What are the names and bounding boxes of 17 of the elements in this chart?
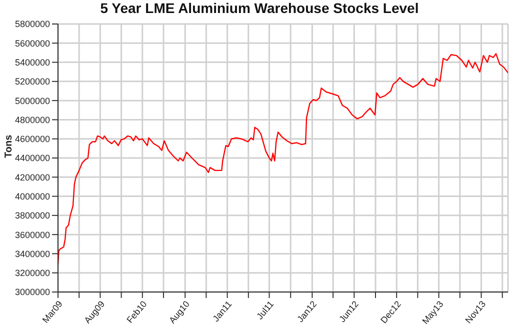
y-tick-label: 5800000 (14, 19, 50, 30)
y-tick-label: 4800000 (14, 114, 50, 125)
y-tick-label: 3400000 (14, 248, 50, 259)
y-tick-label: 5600000 (14, 38, 50, 48)
y-tick-label: 3000000 (14, 287, 50, 298)
y-tick-label: 3600000 (14, 230, 50, 240)
y-tick-label: 4000000 (14, 191, 50, 202)
y-tick-label: 4200000 (14, 172, 50, 182)
y-tick-label: 3200000 (14, 268, 50, 278)
y-tick-label: 4600000 (14, 134, 50, 144)
chart-title: 5 Year LME Aluminium Warehouse Stocks Level (99, 0, 420, 16)
y-tick-label: 5400000 (14, 57, 50, 68)
y-tick-label: 3800000 (14, 210, 50, 221)
y-tick-label: 4400000 (14, 153, 50, 164)
y-tick-label: 5000000 (14, 96, 50, 106)
y-axis-title: Tons (4, 134, 15, 158)
y-tick-label: 5200000 (14, 76, 50, 87)
